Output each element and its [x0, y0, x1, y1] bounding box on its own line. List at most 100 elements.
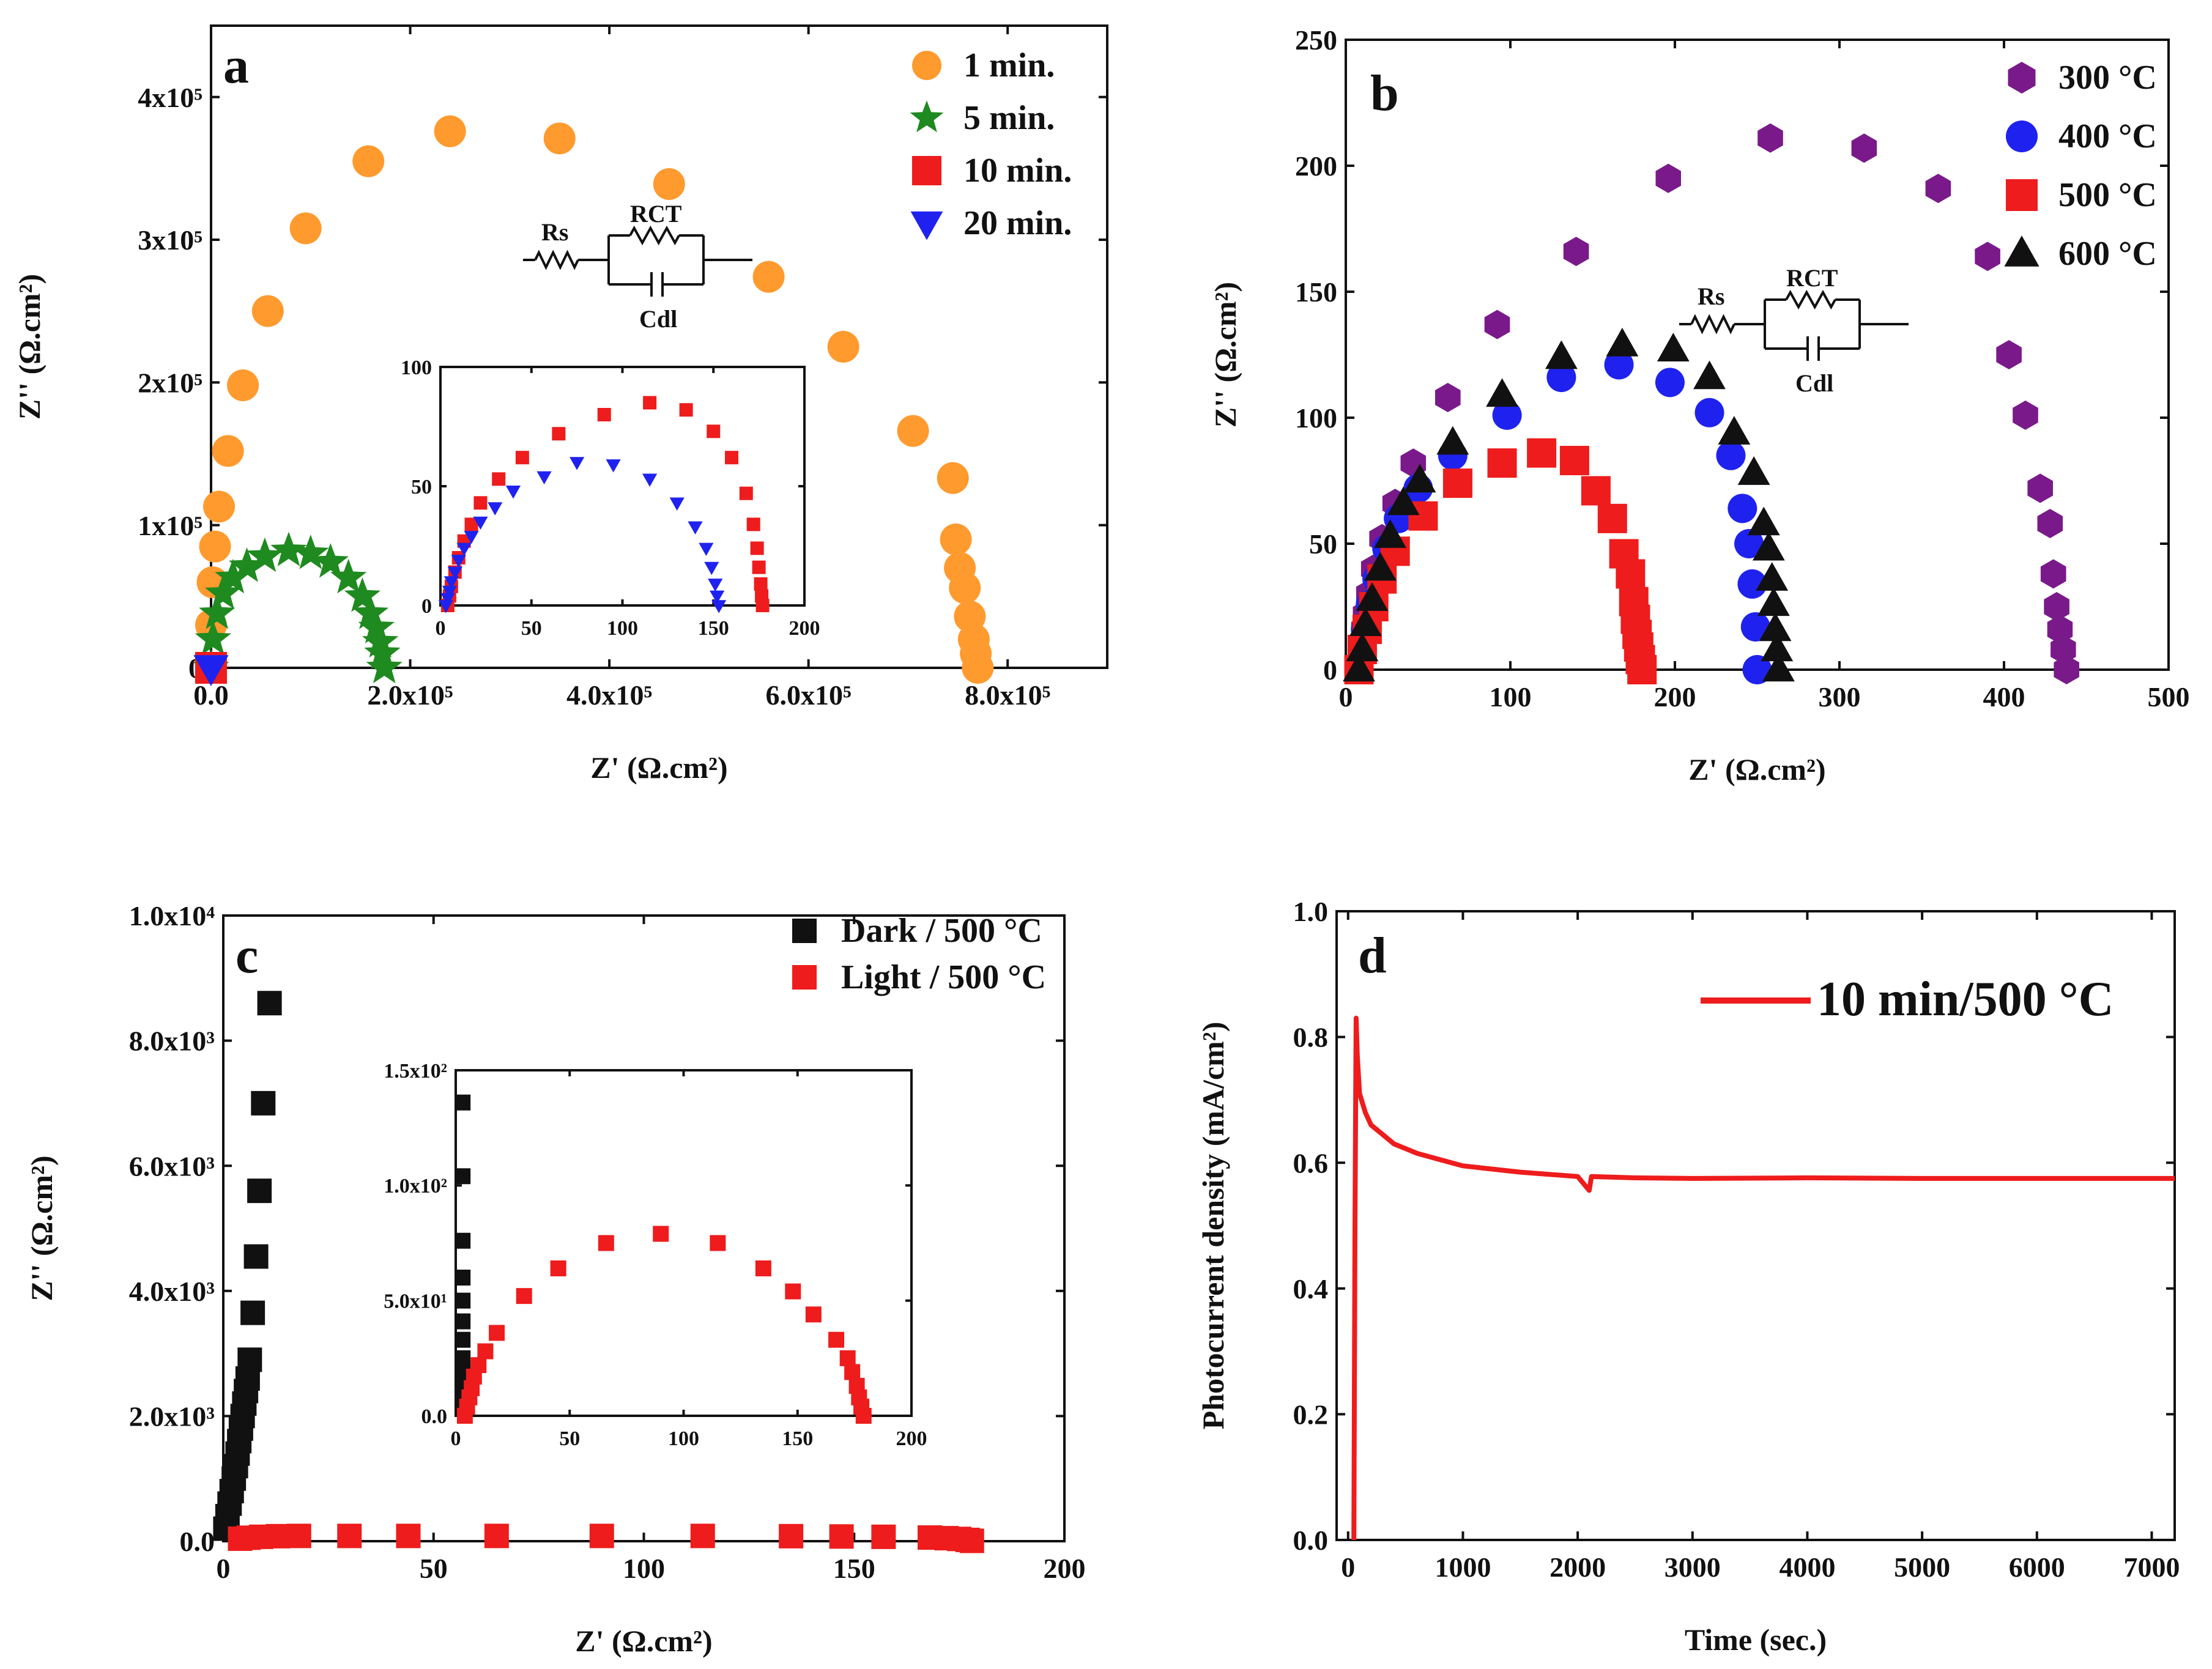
data-point [1487, 448, 1517, 478]
y-tick-label: 4x10⁵ [138, 82, 202, 113]
legend-entry: 1 min. [912, 46, 1055, 84]
data-point [897, 415, 929, 447]
data-point [552, 427, 566, 441]
data-point [2054, 655, 2079, 684]
series-20-min- [193, 655, 229, 686]
legend-label: 500 °C [2058, 176, 2157, 214]
data-point [455, 1292, 471, 1309]
x-tick-label: 4.0x10⁵ [566, 679, 652, 711]
x-tick-label: 300 [1819, 681, 1861, 712]
data-point [1484, 309, 1510, 339]
circuit-cdl-label: Cdl [639, 305, 677, 333]
legend-marker [2006, 179, 2038, 211]
data-point [570, 457, 585, 470]
data-point [1734, 529, 1764, 558]
data-point [598, 1235, 614, 1251]
circuit-rct-label: RCT [1786, 264, 1838, 292]
panel-c-plot: 0 50 100 150 200 0.0 2.0x10³ 4.0x10³ 6.0x10³ 8.0x… [24, 900, 1086, 1658]
x-tick-label: 7000 [2123, 1552, 2180, 1583]
legend-entry: 5 min. [910, 99, 1055, 137]
series-light-500-c [456, 1226, 872, 1424]
x-tick-label: 200 [1044, 1553, 1086, 1584]
legend-entry: 400 °C [2006, 117, 2157, 155]
plot-frame [439, 366, 806, 607]
y-tick-label: 0.0 [1293, 1525, 1329, 1556]
x-tick-label: 100 [1490, 681, 1532, 712]
y-tick-label: 0 [421, 595, 432, 618]
data-point [195, 620, 231, 655]
data-point [1563, 237, 1589, 267]
y-tick-label: 0.4 [1293, 1273, 1329, 1304]
y-tick-label: 0.6 [1293, 1147, 1329, 1179]
circuit-cdl-label: Cdl [1795, 369, 1833, 397]
series-1-min- [195, 115, 994, 684]
data-point [352, 145, 385, 177]
data-point [215, 558, 251, 594]
data-point [344, 577, 381, 612]
x-axis-label: Z' (Ω.cm²) [575, 1624, 712, 1658]
x-tick-label: 150 [698, 617, 729, 640]
data-point [711, 600, 727, 613]
data-point [855, 1408, 872, 1424]
data-point [805, 1306, 822, 1323]
legend-marker [912, 51, 941, 80]
circuit-capacitor [609, 272, 703, 297]
data-point [1627, 655, 1657, 684]
x-tick-label: 0 [1341, 1552, 1355, 1583]
y-tick-label: 1x10⁵ [138, 510, 202, 541]
data-point [286, 1523, 311, 1549]
data-point [257, 991, 282, 1016]
data-point [1975, 242, 2000, 272]
data-point [1616, 559, 1646, 589]
data-point [962, 652, 994, 684]
circuit-rct-resistor [609, 225, 703, 246]
data-point [2037, 509, 2063, 538]
data-point [455, 1331, 471, 1348]
y-tick-label: 1.5x10² [384, 1060, 447, 1082]
legend-label: 10 min/500 °C [1817, 972, 2114, 1026]
data-point [364, 634, 401, 669]
x-tick-label: 200 [789, 617, 820, 640]
data-point [203, 490, 236, 523]
circuit-rct-resistor [1765, 289, 1860, 310]
data-point [470, 1357, 487, 1374]
data-point [1442, 468, 1472, 498]
data-point [1716, 440, 1746, 470]
panel-label-c: c [236, 927, 258, 984]
data-point [1693, 360, 1726, 390]
data-point [289, 212, 322, 245]
data-point [247, 537, 283, 572]
data-point [589, 1523, 614, 1549]
data-point [1486, 378, 1518, 407]
x-tick-label: 3000 [1665, 1552, 1721, 1583]
x-axis-label: Z' (Ω.cm²) [1688, 752, 1825, 786]
data-point [251, 1090, 276, 1116]
y-axis-label: Z'' (Ω.cm²) [12, 274, 46, 420]
x-tick-label: 100 [668, 1427, 699, 1450]
data-point [828, 1331, 845, 1348]
data-point [1364, 552, 1397, 581]
y-tick-label: 3x10⁵ [138, 224, 202, 256]
data-point [473, 516, 488, 530]
panel-label-a: a [223, 37, 249, 94]
data-point [949, 572, 981, 604]
x-tick-label: 8.0x10⁵ [965, 679, 1050, 711]
data-point [755, 1260, 771, 1276]
legend-marker [912, 156, 941, 185]
data-point [1740, 612, 1770, 642]
data-point [1757, 123, 1783, 153]
data-point [489, 1325, 505, 1341]
data-point [699, 542, 714, 557]
data-point [725, 451, 738, 465]
legend-entry: 10 min. [912, 152, 1072, 190]
data-point [1728, 494, 1757, 524]
data-point [937, 462, 969, 494]
data-point [199, 594, 236, 629]
data-point [707, 424, 721, 439]
x-tick-label: 4000 [1779, 1552, 1835, 1583]
data-point [464, 517, 478, 531]
circuit-rs-resistor [523, 250, 609, 270]
plot-frame [222, 914, 1066, 1542]
data-point [228, 547, 265, 582]
photocurrent-line [1351, 1015, 2175, 1541]
